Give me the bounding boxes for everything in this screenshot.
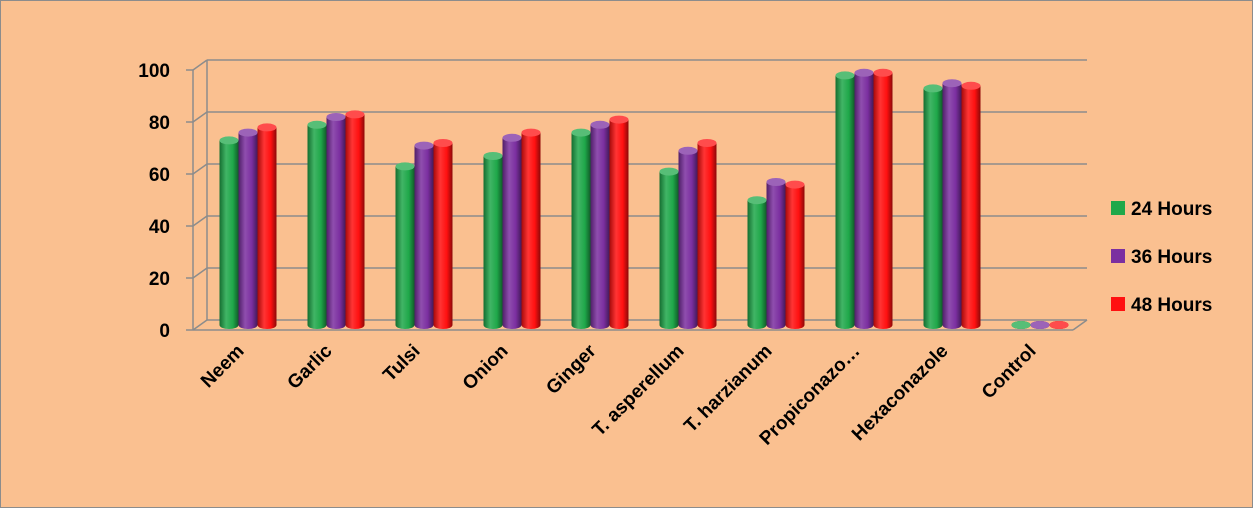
gridline-side — [192, 215, 208, 227]
x-category-label: Control — [978, 341, 1041, 404]
bar — [873, 68, 893, 330]
bars — [219, 68, 1069, 330]
legend-item: 24 Hours — [1111, 199, 1212, 220]
legend: 24 Hours 36 Hours 48 Hours — [1111, 199, 1212, 316]
bar — [678, 146, 698, 329]
legend-label: 36 Hours — [1131, 247, 1212, 268]
bar — [1011, 321, 1031, 329]
y-tick-label: 0 — [159, 321, 170, 342]
gridline-side — [192, 163, 208, 175]
y-tick-label: 100 — [138, 61, 170, 82]
bar — [238, 128, 258, 329]
axes — [192, 60, 1088, 331]
floor-edge — [1072, 319, 1088, 331]
y-tick-label: 60 — [149, 165, 170, 186]
bar — [747, 196, 767, 329]
x-category-label: Onion — [459, 341, 513, 395]
bar — [257, 123, 277, 330]
bar — [961, 81, 981, 329]
x-category-label: Ginger — [542, 340, 601, 399]
legend-item: 48 Hours — [1111, 295, 1212, 316]
y-tick-label: 40 — [149, 217, 170, 238]
bar — [659, 167, 679, 329]
x-category-label: Neem — [197, 341, 248, 392]
bar — [414, 141, 434, 329]
legend-swatch — [1111, 201, 1125, 215]
legend-swatch — [1111, 249, 1125, 263]
bar — [219, 136, 239, 329]
bar — [571, 128, 591, 329]
bar — [609, 115, 629, 329]
bar — [590, 120, 610, 329]
y-tick-label: 80 — [149, 113, 170, 134]
bar — [785, 180, 805, 329]
bar — [766, 178, 786, 329]
x-category-label: Garlic — [284, 340, 337, 393]
legend-item: 36 Hours — [1111, 247, 1212, 268]
bar — [345, 110, 365, 330]
gridline-side — [192, 111, 208, 123]
gridline-side — [192, 319, 208, 331]
bar — [923, 84, 943, 330]
bar — [307, 120, 327, 329]
bar — [483, 152, 503, 329]
bar — [521, 128, 541, 329]
legend-swatch — [1111, 297, 1125, 311]
legend-label: 24 Hours — [1131, 199, 1212, 220]
bar — [835, 71, 855, 330]
y-axis-ticks: 0 20 40 60 80 100 — [138, 61, 193, 342]
bar — [942, 79, 962, 329]
bar — [1030, 321, 1050, 329]
x-category-label: T. asperellum — [589, 341, 689, 441]
bar — [326, 113, 346, 329]
bar — [433, 139, 453, 329]
x-category-label: Hexaconazole — [848, 341, 952, 445]
legend-label: 48 Hours — [1131, 295, 1212, 316]
y-tick-label: 20 — [149, 269, 170, 290]
x-category-label: T. harzianum — [680, 341, 776, 437]
gridline-side — [192, 59, 208, 71]
bar — [395, 162, 415, 329]
gridline-side — [192, 267, 208, 279]
bar — [697, 139, 717, 329]
x-category-label: Tulsi — [379, 341, 424, 386]
bar — [854, 68, 874, 330]
bar — [502, 133, 522, 329]
bar — [1049, 321, 1069, 329]
